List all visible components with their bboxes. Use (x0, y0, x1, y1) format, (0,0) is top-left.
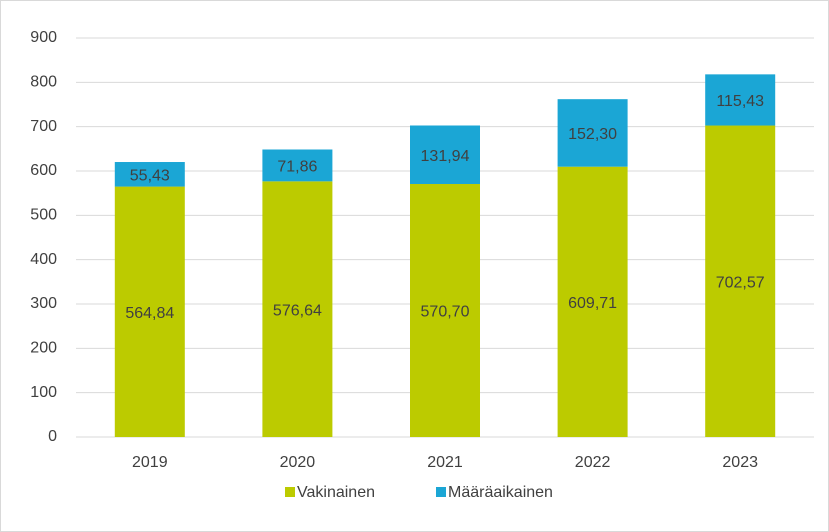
x-tick-label: 2022 (575, 454, 611, 471)
bar-segment (410, 125, 480, 184)
legend-swatch (285, 487, 295, 497)
data-label: 71,86 (277, 159, 317, 176)
y-tick-label: 100 (30, 384, 57, 401)
data-label: 152,30 (568, 126, 617, 143)
data-label: 570,70 (421, 304, 470, 321)
data-label: 115,43 (716, 93, 764, 110)
bar-segment (705, 125, 776, 438)
data-label: 55,43 (130, 168, 170, 185)
data-label: 702,57 (716, 274, 765, 291)
bar-segment (705, 74, 776, 126)
y-tick-label: 400 (30, 251, 57, 268)
legend-label: Määräaikainen (448, 484, 553, 501)
y-tick-label: 600 (30, 162, 57, 179)
data-label: 131,94 (421, 148, 470, 165)
y-tick-label: 0 (48, 428, 57, 445)
legend-swatch (436, 487, 446, 497)
x-tick-label: 2020 (280, 454, 316, 471)
bar-segment (114, 186, 185, 437)
legend-label: Vakinainen (297, 484, 375, 501)
bar-segment (557, 99, 628, 167)
x-tick-label: 2023 (722, 454, 758, 471)
bar-segment (262, 181, 333, 437)
data-label: 564,84 (125, 305, 174, 322)
y-tick-label: 700 (30, 118, 57, 135)
y-tick-label: 500 (30, 207, 57, 224)
data-label: 576,64 (273, 302, 322, 319)
y-tick-label: 300 (30, 295, 57, 312)
bar-segment (262, 149, 333, 182)
data-label: 609,71 (568, 295, 617, 312)
bar-segment (410, 183, 480, 437)
x-tick-label: 2021 (427, 454, 463, 471)
y-tick-label: 200 (30, 340, 57, 357)
bar-segment (557, 166, 628, 437)
x-tick-label: 2019 (132, 454, 168, 471)
y-tick-label: 800 (30, 74, 57, 91)
y-tick-label: 900 (30, 29, 57, 46)
bar-segment (114, 162, 185, 187)
